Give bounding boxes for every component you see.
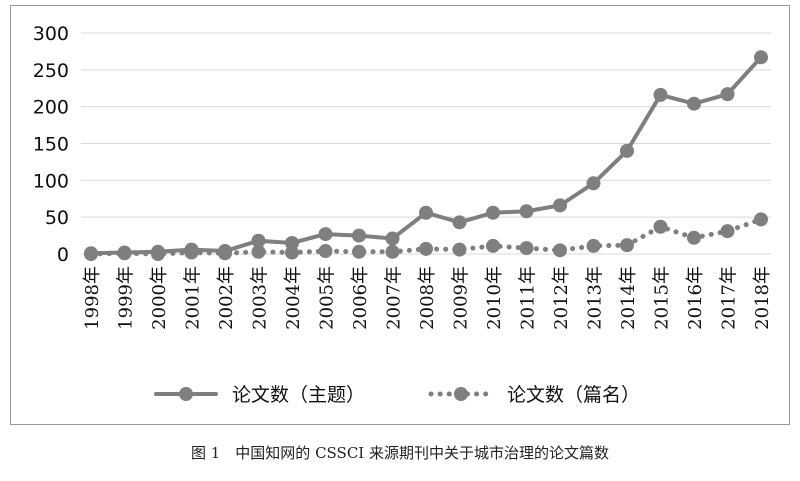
data-point bbox=[553, 198, 567, 213]
y-tick-label: 100 bbox=[33, 170, 69, 192]
data-point bbox=[285, 235, 299, 250]
legend-item-1: 论文数（主题） bbox=[154, 384, 365, 406]
data-point bbox=[385, 244, 400, 259]
figure-caption: 图 1 中国知网的 CSSCI 来源期刊中关于城市治理的论文篇数 bbox=[190, 444, 610, 462]
data-point bbox=[519, 241, 534, 256]
data-point bbox=[620, 238, 634, 253]
gridlines bbox=[81, 32, 771, 255]
x-tick-label: 2016年 bbox=[685, 266, 706, 330]
data-point bbox=[385, 231, 400, 246]
legend-label: 论文数（主题） bbox=[232, 384, 365, 406]
data-point bbox=[687, 230, 701, 245]
y-axis-ticks: 0 50 100 150 200 250 300 bbox=[33, 23, 69, 266]
x-tick-label: 2004年 bbox=[283, 266, 304, 330]
x-tick-label: 2001年 bbox=[183, 266, 204, 330]
x-tick-label: 2017年 bbox=[719, 266, 740, 330]
data-point bbox=[586, 238, 601, 253]
x-tick-label: 2005年 bbox=[317, 266, 338, 330]
y-tick-label: 0 bbox=[57, 244, 69, 266]
data-point bbox=[251, 233, 266, 248]
data-point bbox=[754, 50, 768, 65]
legend-label: 论文数（篇名） bbox=[507, 384, 640, 406]
x-tick-label: 2006年 bbox=[350, 266, 371, 330]
x-tick-label: 2015年 bbox=[652, 266, 673, 330]
x-tick-label: 2009年 bbox=[451, 266, 472, 330]
data-point bbox=[285, 245, 299, 260]
data-point bbox=[318, 227, 333, 242]
line-chart: 0 50 100 150 200 250 300 1998年 1999年 2000年 2001年 2… bbox=[33, 23, 773, 406]
data-point bbox=[84, 247, 98, 261]
data-point bbox=[117, 246, 132, 261]
x-tick-label: 2013年 bbox=[585, 266, 606, 330]
data-point bbox=[687, 96, 701, 111]
data-point bbox=[653, 87, 668, 102]
data-point bbox=[352, 244, 366, 259]
data-point bbox=[452, 215, 467, 230]
y-tick-label: 300 bbox=[33, 23, 69, 45]
data-point bbox=[251, 244, 266, 259]
y-tick-label: 150 bbox=[33, 134, 69, 156]
data-point bbox=[553, 243, 567, 258]
series-layer bbox=[84, 50, 768, 261]
x-tick-label: 2014年 bbox=[618, 266, 639, 330]
x-tick-label: 2011年 bbox=[518, 266, 539, 330]
legend-item-2: 论文数（篇名） bbox=[428, 384, 640, 406]
legend-marker bbox=[454, 387, 468, 401]
data-point bbox=[586, 176, 601, 191]
data-point bbox=[352, 228, 366, 243]
data-point bbox=[419, 241, 433, 256]
data-point bbox=[653, 219, 668, 234]
y-tick-label: 50 bbox=[45, 207, 69, 229]
data-point bbox=[720, 87, 735, 102]
x-tick-label: 2000年 bbox=[149, 266, 170, 330]
x-tick-label: 2018年 bbox=[752, 266, 773, 330]
data-point bbox=[620, 143, 634, 158]
legend: 论文数（主题） 论文数（篇名） bbox=[154, 384, 640, 406]
chart-frame: 0 50 100 150 200 250 300 1998年 1999年 2000年 2001年 2… bbox=[10, 5, 790, 425]
data-point bbox=[486, 238, 500, 253]
data-point bbox=[184, 245, 199, 260]
x-tick-label: 2012年 bbox=[551, 266, 572, 330]
x-tick-label: 2002年 bbox=[216, 266, 237, 330]
x-tick-label: 1998年 bbox=[82, 266, 103, 330]
x-tick-label: 2003年 bbox=[250, 266, 271, 330]
x-axis-ticks: 1998年 1999年 2000年 2001年 2002年 2003年 2004年 2005年… bbox=[82, 266, 773, 330]
series-2 bbox=[84, 212, 768, 261]
data-point bbox=[720, 224, 735, 239]
y-tick-label: 250 bbox=[33, 60, 69, 82]
data-point bbox=[519, 204, 534, 219]
y-tick-label: 200 bbox=[33, 97, 69, 119]
data-point bbox=[754, 212, 768, 227]
data-point bbox=[452, 242, 467, 257]
data-point bbox=[486, 205, 500, 220]
x-tick-label: 2007年 bbox=[384, 266, 405, 330]
x-tick-label: 2010年 bbox=[484, 266, 505, 330]
data-point bbox=[151, 247, 165, 261]
legend-marker bbox=[179, 387, 193, 401]
data-point bbox=[419, 205, 433, 220]
x-tick-label: 2008年 bbox=[417, 266, 438, 330]
data-point bbox=[318, 244, 333, 259]
x-tick-label: 1999年 bbox=[116, 266, 137, 330]
data-point bbox=[218, 246, 232, 261]
